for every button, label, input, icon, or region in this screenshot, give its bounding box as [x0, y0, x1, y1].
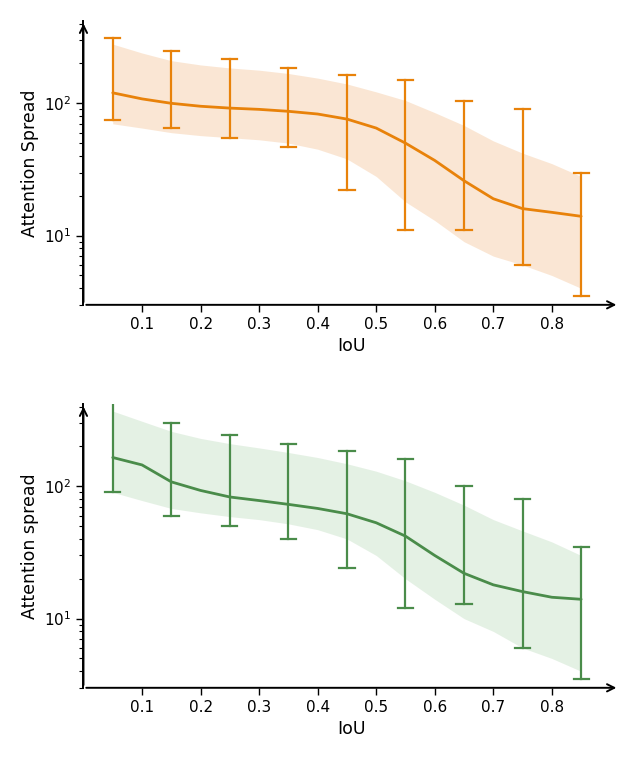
X-axis label: IoU: IoU	[337, 337, 365, 355]
Y-axis label: Attention Spread: Attention Spread	[21, 89, 39, 237]
X-axis label: IoU: IoU	[337, 720, 365, 739]
Y-axis label: Attention spread: Attention spread	[21, 473, 39, 619]
